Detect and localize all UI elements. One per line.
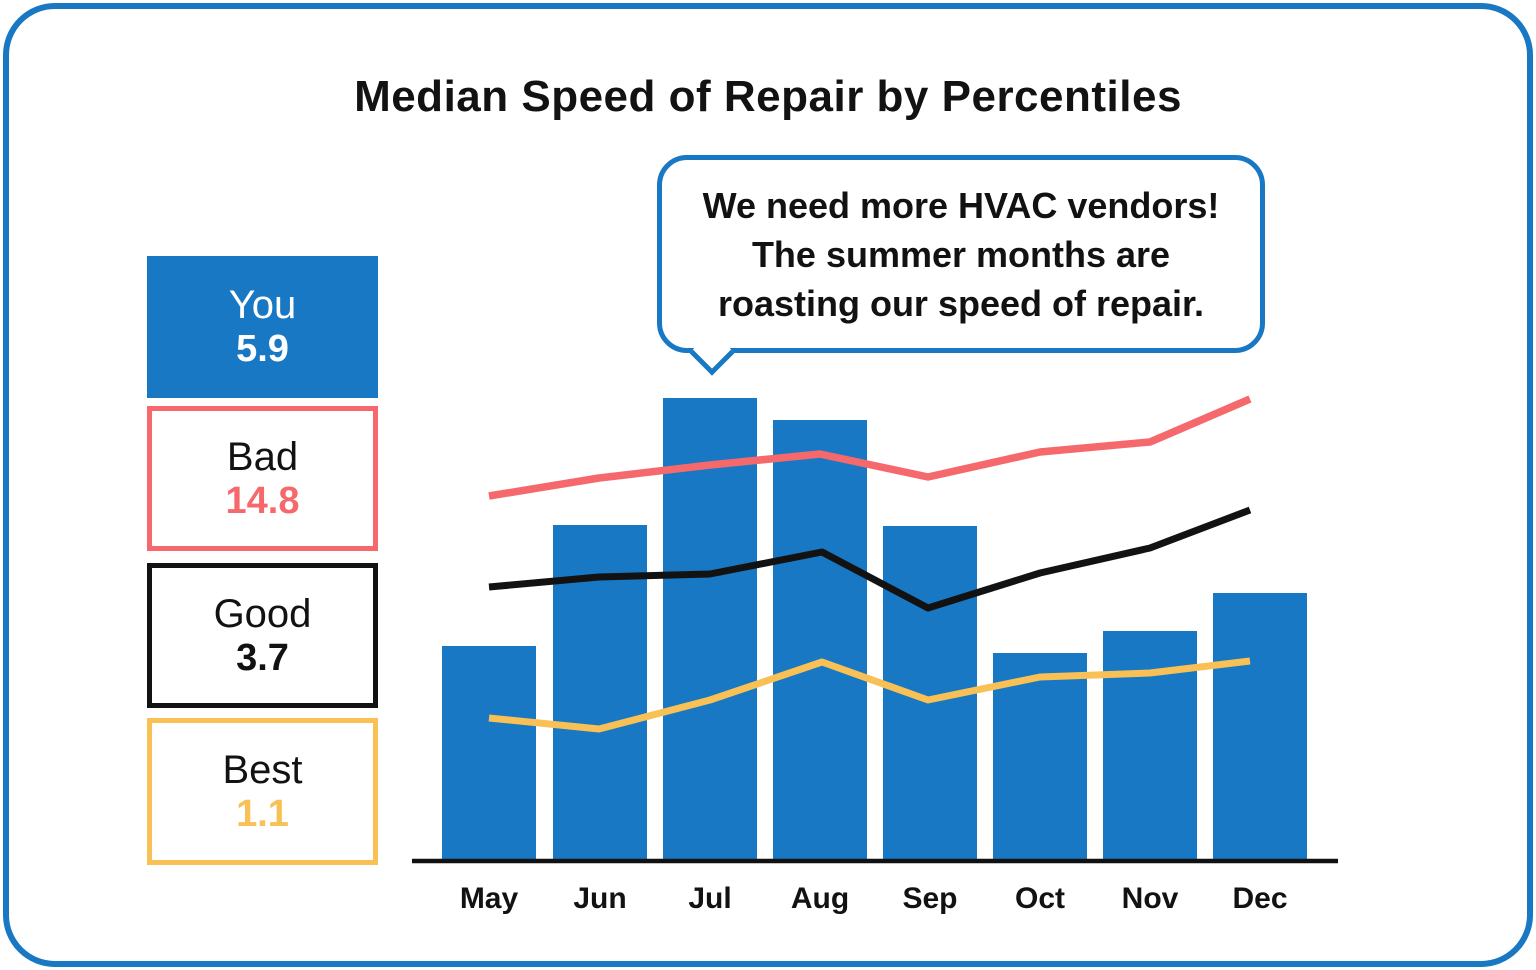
legend-value-best: 1.1 bbox=[236, 792, 289, 835]
legend-label-you: You bbox=[228, 283, 297, 328]
legend-box-you: You 5.9 bbox=[147, 256, 378, 398]
line-good-percentile bbox=[488, 506, 1252, 612]
line-best-percentile bbox=[488, 657, 1251, 733]
bar-jul bbox=[663, 398, 757, 861]
legend-value-you: 5.9 bbox=[236, 328, 289, 371]
bar-aug bbox=[773, 420, 867, 861]
legend-box-bad: Bad 14.8 bbox=[147, 406, 378, 551]
x-label-oct: Oct bbox=[1015, 882, 1065, 915]
x-label-may: May bbox=[460, 882, 519, 915]
legend-box-good: Good 3.7 bbox=[147, 563, 378, 708]
chart-title: Median Speed of Repair by Percentiles bbox=[354, 72, 1182, 121]
bar-may bbox=[442, 646, 536, 861]
legend-value-bad: 14.8 bbox=[225, 479, 300, 522]
legend-label-bad: Bad bbox=[226, 434, 299, 479]
bar-oct bbox=[993, 653, 1087, 861]
callout-text-line-1: We need more HVAC vendors! bbox=[702, 184, 1220, 226]
legend-label-good: Good bbox=[213, 591, 312, 636]
x-label-jun: Jun bbox=[573, 882, 626, 915]
bar-dec bbox=[1213, 593, 1307, 861]
x-axis-line bbox=[412, 858, 1338, 864]
legend-label-best: Best bbox=[222, 747, 303, 792]
callout-text-line-2: The summer months are bbox=[751, 233, 1171, 275]
x-label-jul: Jul bbox=[688, 882, 731, 915]
x-label-nov: Nov bbox=[1122, 882, 1179, 915]
callout-bubble: We need more HVAC vendors! The summer mo… bbox=[657, 155, 1265, 376]
x-label-sep: Sep bbox=[902, 882, 957, 915]
bar-nov bbox=[1103, 631, 1197, 861]
x-label-dec: Dec bbox=[1232, 882, 1287, 915]
legend-box-best: Best 1.1 bbox=[147, 718, 378, 865]
legend-value-good: 3.7 bbox=[236, 636, 289, 679]
line-bad-percentile bbox=[488, 395, 1252, 500]
callout-text-line-3: roasting our speed of repair. bbox=[717, 282, 1205, 324]
x-label-aug: Aug bbox=[791, 882, 849, 915]
